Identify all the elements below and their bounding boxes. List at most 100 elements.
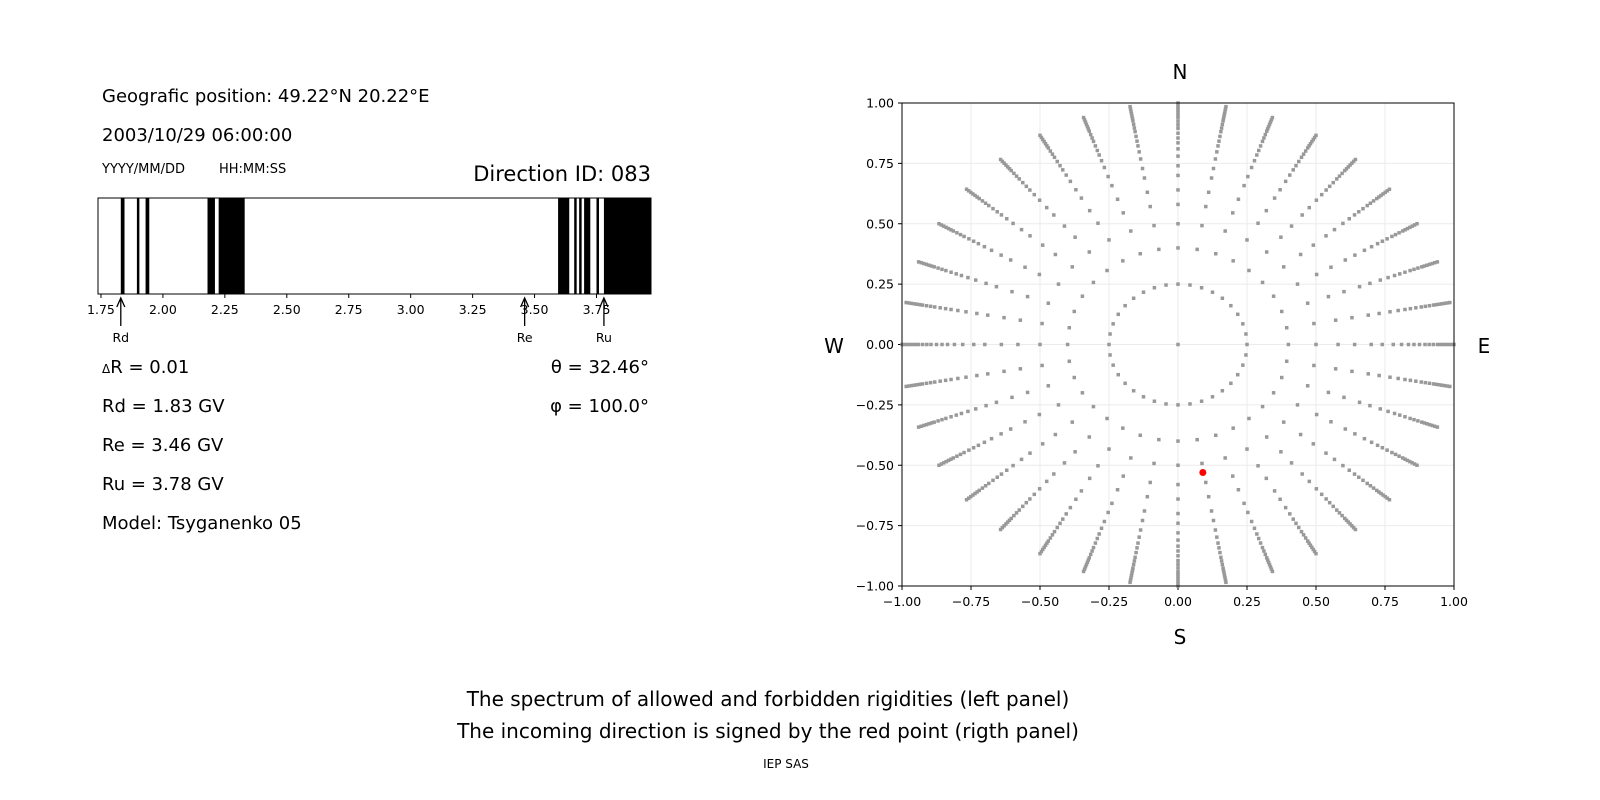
direction-point (1329, 265, 1333, 269)
direction-point (1018, 318, 1023, 322)
direction-point (940, 267, 944, 272)
direction-point (1279, 235, 1283, 239)
direction-point (1333, 367, 1338, 371)
direction-point (1446, 342, 1451, 347)
direction-point (951, 229, 956, 233)
direction-point (1176, 188, 1180, 192)
direction-point (1260, 139, 1265, 144)
direction-point (1379, 491, 1383, 496)
direction-point (911, 342, 915, 347)
direction-point (1291, 168, 1295, 172)
direction-point (1176, 202, 1180, 207)
direction-point (1213, 157, 1218, 161)
direction-point (1346, 520, 1351, 524)
direction-point (1056, 403, 1061, 407)
direction-point (1017, 508, 1021, 512)
direction-point (1299, 155, 1304, 160)
direction-point (1289, 224, 1294, 228)
direction-point (1410, 461, 1414, 465)
direction-point (1012, 513, 1016, 518)
direction-point (998, 157, 1003, 162)
direction-point (1215, 535, 1219, 539)
direction-point (1052, 472, 1056, 476)
direction-point (924, 422, 929, 427)
x-tick-label: 1.75 (87, 302, 115, 317)
direction-point (956, 376, 960, 381)
direction-point (959, 273, 964, 278)
direction-point (967, 448, 971, 452)
direction-point (1108, 353, 1112, 357)
direction-point (914, 342, 918, 347)
direction-point (1010, 395, 1014, 400)
direction-point (1097, 153, 1101, 157)
direction-point (1093, 144, 1098, 148)
direction-point (1093, 541, 1098, 545)
direction-point (1110, 501, 1114, 506)
direction-point (1019, 457, 1024, 462)
direction-point (1263, 132, 1268, 137)
direction-point (1176, 126, 1180, 131)
direction-point (1176, 482, 1180, 487)
direction-point (944, 416, 948, 421)
direction-point (1430, 261, 1434, 266)
x-tick-label: 2.75 (335, 302, 363, 317)
direction-point (1083, 565, 1088, 569)
direction-point (1264, 208, 1269, 213)
direction-point (1002, 161, 1006, 165)
direction-point (951, 456, 956, 460)
direction-point (983, 484, 988, 488)
direction-point (1403, 415, 1407, 419)
direction-point (1129, 573, 1134, 577)
y-tick-label: 0.50 (866, 216, 894, 231)
direction-point (995, 210, 999, 214)
direction-point (971, 192, 975, 196)
direction-point (1264, 476, 1269, 481)
direction-point (1245, 238, 1249, 242)
direction-point (1152, 223, 1156, 228)
direction-point (1353, 253, 1357, 257)
direction-point (1152, 286, 1157, 290)
direction-point (1260, 280, 1265, 285)
direction-point (1111, 363, 1115, 367)
direction-point (1380, 445, 1385, 450)
direction-point (1176, 108, 1180, 112)
direction-point (1043, 141, 1048, 146)
y-tick-label: 0.75 (866, 156, 894, 171)
direction-point (1301, 533, 1306, 537)
direction-point (1107, 342, 1111, 347)
direction-point (1305, 539, 1310, 543)
direction-point (1039, 549, 1044, 554)
direction-point (1176, 122, 1180, 127)
direction-point (1044, 479, 1049, 484)
direction-point (1141, 395, 1146, 399)
direction-point (1308, 141, 1313, 146)
direction-point (1408, 268, 1412, 273)
direction-point (1014, 511, 1019, 515)
direction-point (964, 375, 968, 379)
geographic-position: Geografic position: 49.22°N 20.22°E (102, 86, 430, 107)
direction-point (1347, 217, 1352, 221)
direction-point (1279, 309, 1284, 314)
direction-point (1129, 575, 1133, 580)
direction-point (1045, 541, 1049, 545)
south-label: S (1174, 625, 1187, 649)
direction-point (1043, 543, 1048, 548)
direction-point (1216, 541, 1220, 545)
direction-point (1217, 139, 1221, 143)
y-tick-label: 0.00 (866, 337, 894, 352)
direction-point (1083, 120, 1088, 124)
direction-point (1366, 372, 1371, 376)
direction-point (1005, 520, 1010, 524)
direction-point (1176, 544, 1180, 548)
direction-point (1129, 112, 1134, 116)
direction-point (987, 203, 991, 208)
direction-point (1260, 404, 1265, 409)
direction-point (1011, 463, 1015, 468)
direction-point (1176, 554, 1180, 558)
direction-point (954, 413, 959, 417)
arrow-head-icon (116, 296, 126, 308)
direction-point (1176, 511, 1180, 516)
direction-point (1262, 136, 1266, 140)
direction-point (1046, 301, 1051, 305)
